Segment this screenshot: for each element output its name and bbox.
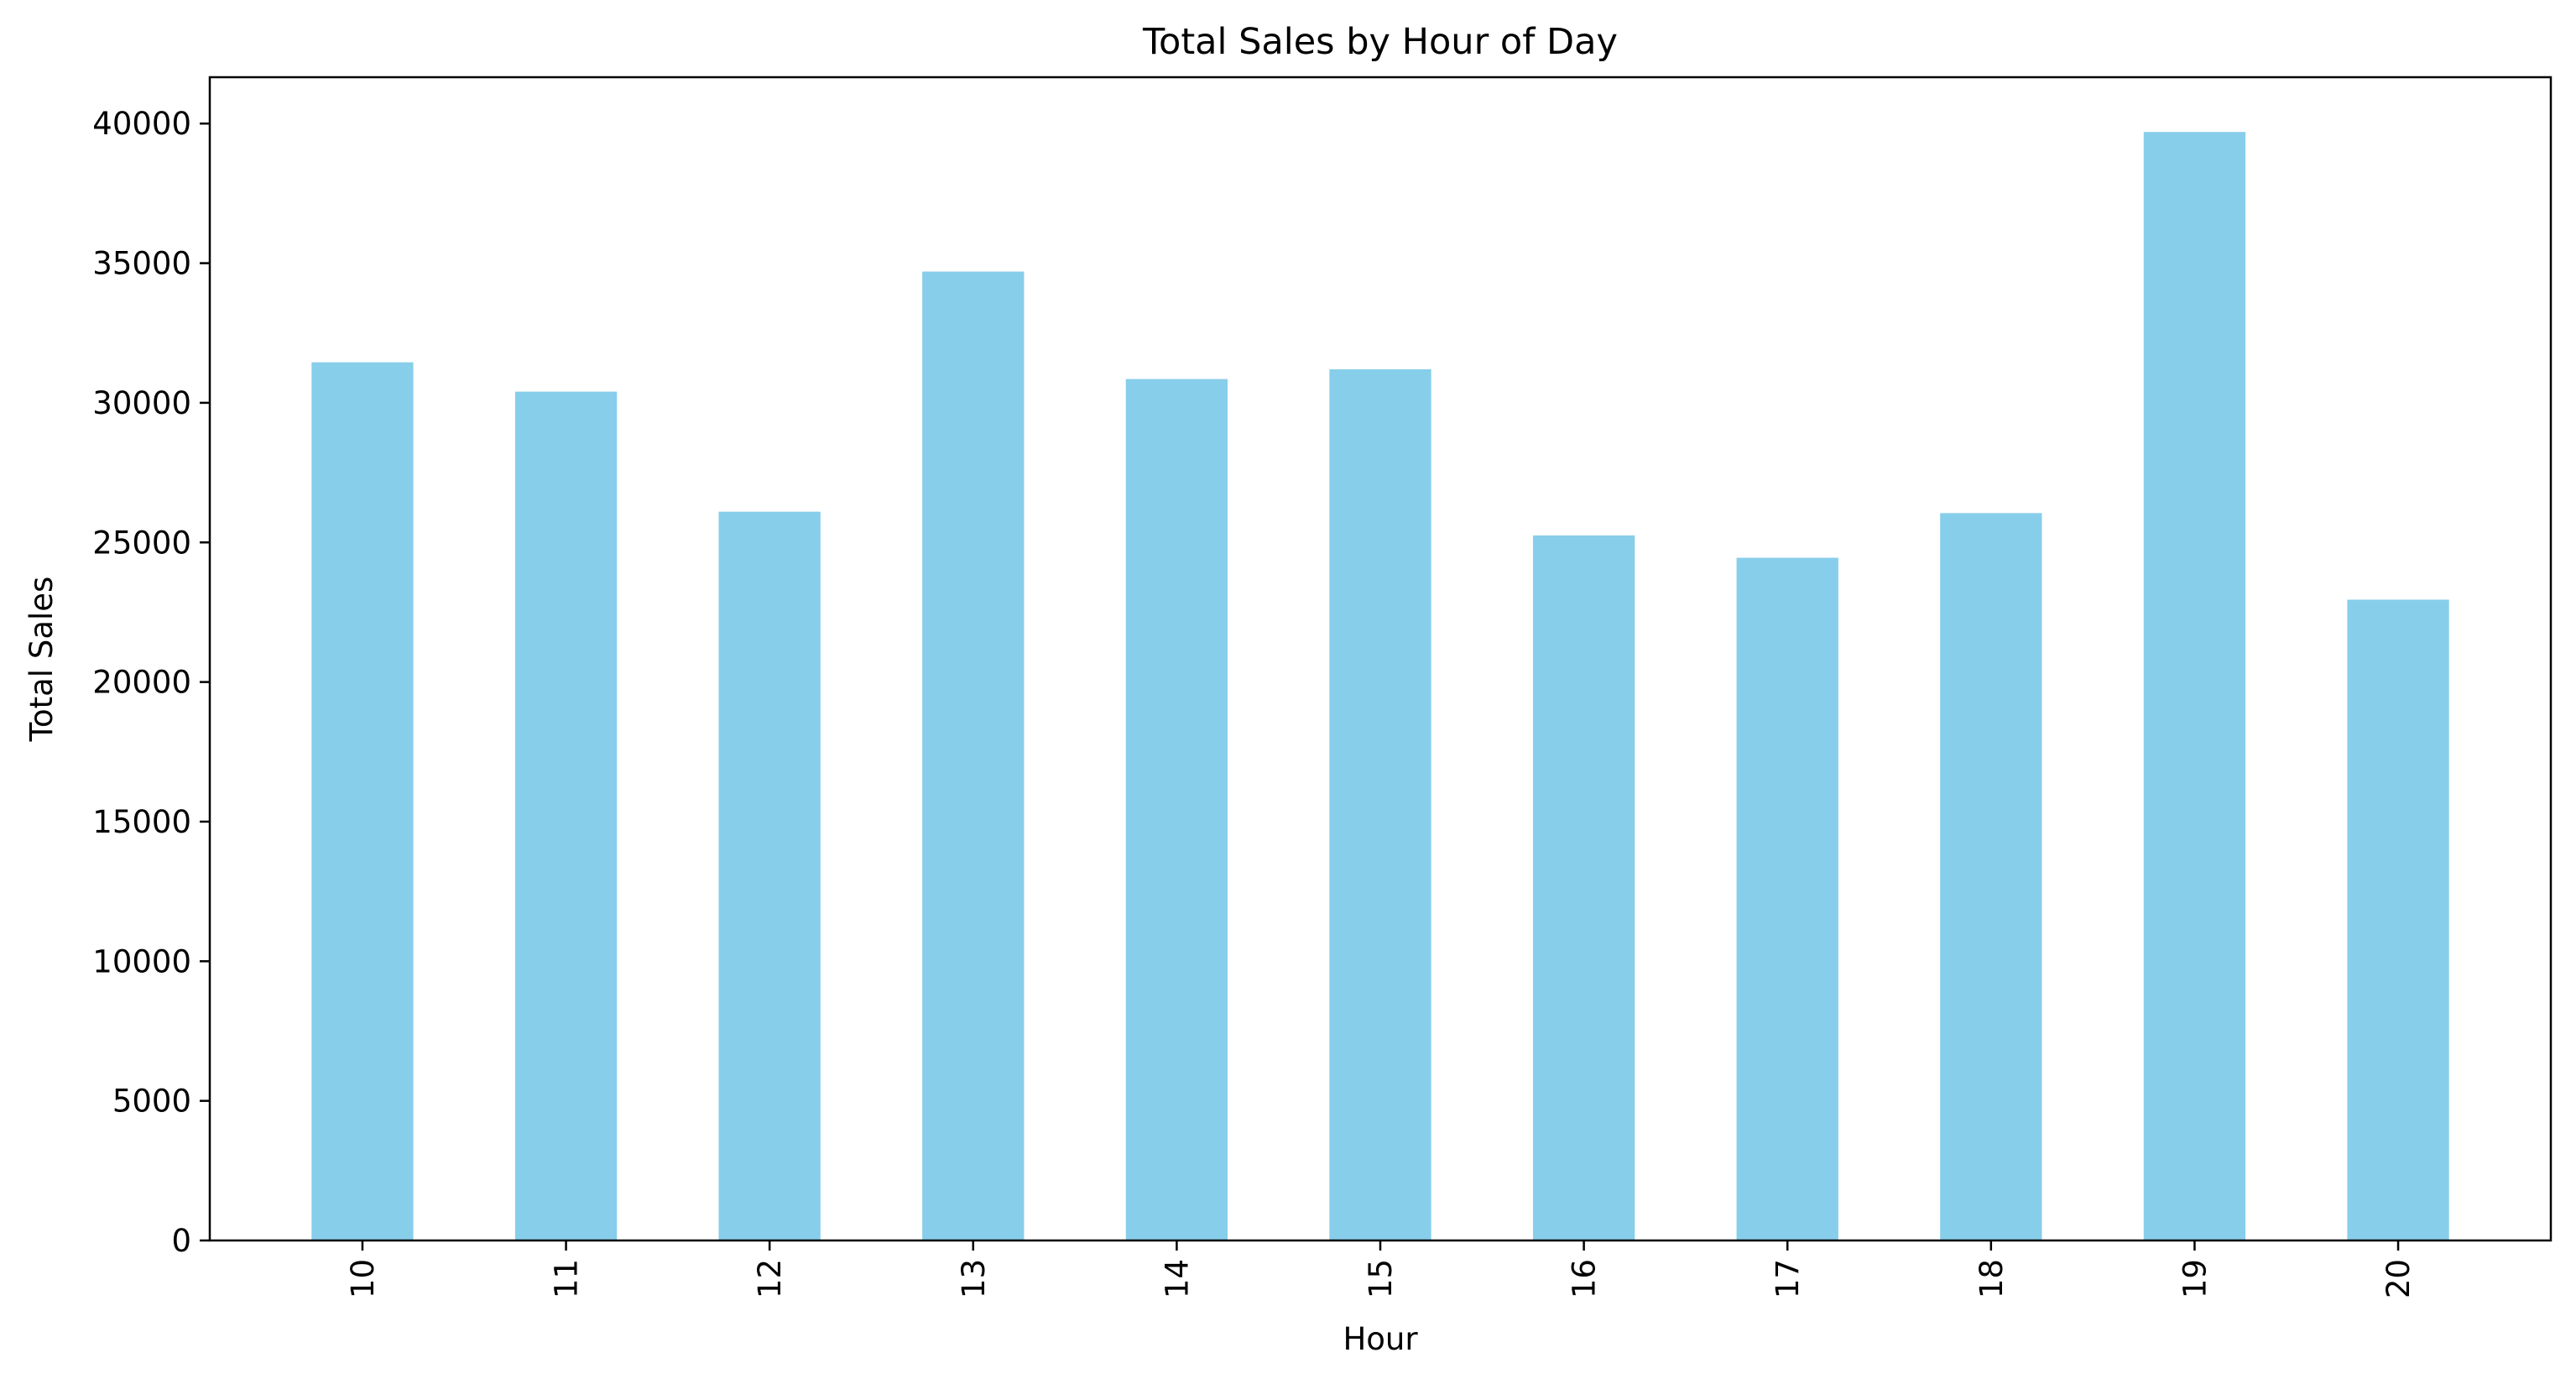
x-tick-label: 12 — [752, 1259, 788, 1298]
x-axis: 10 11 12 13 14 15 16 17 18 19 20 — [345, 1240, 2417, 1298]
bar-15 — [1329, 368, 1431, 1241]
x-tick-label: 13 — [956, 1259, 992, 1298]
y-tick-label: 35000 — [92, 246, 191, 282]
x-tick-label: 16 — [1567, 1259, 1603, 1298]
x-tick-label: 11 — [549, 1259, 585, 1298]
chart-title: Total Sales by Hour of Day — [1142, 21, 1618, 63]
bar-14 — [1125, 379, 1228, 1241]
plot-frame — [208, 76, 2553, 1242]
x-tick-label: 19 — [2177, 1259, 2213, 1298]
bar-12 — [718, 511, 821, 1240]
y-tick-label: 0 — [171, 1223, 191, 1259]
y-tick-label: 10000 — [92, 943, 191, 979]
y-tick-label: 20000 — [92, 665, 191, 701]
bar-18 — [1940, 513, 2042, 1240]
y-tick-label: 40000 — [92, 106, 191, 142]
y-tick-label: 25000 — [92, 525, 191, 561]
bar-19 — [2143, 132, 2246, 1240]
bar-10 — [311, 362, 414, 1240]
x-tick-label: 14 — [1159, 1259, 1195, 1298]
y-tick-label: 30000 — [92, 385, 191, 421]
bar-20 — [2347, 599, 2449, 1240]
y-tick-label: 15000 — [92, 804, 191, 840]
bar-11 — [514, 391, 618, 1241]
bar-16 — [1532, 535, 1635, 1240]
x-tick-label: 17 — [1770, 1259, 1806, 1298]
y-axis-title: Total Sales — [23, 577, 60, 743]
x-tick-label: 20 — [2380, 1259, 2417, 1298]
bar-17 — [1736, 557, 1838, 1240]
x-tick-label: 18 — [1974, 1259, 2010, 1298]
x-tick-label: 15 — [1363, 1259, 1399, 1298]
x-tick-label: 10 — [345, 1259, 381, 1298]
bar-13 — [922, 271, 1025, 1241]
bars-layer — [311, 132, 2449, 1241]
y-axis: 0 5000 10000 15000 20000 25000 30000 35000 40000 — [92, 106, 210, 1259]
x-axis-title: Hour — [1343, 1321, 1418, 1357]
y-tick-label: 5000 — [112, 1084, 191, 1120]
